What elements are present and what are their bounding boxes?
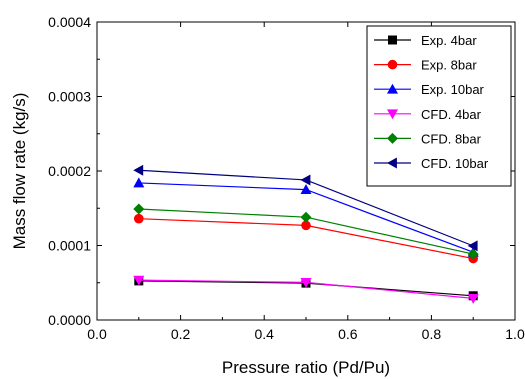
legend-label: CFD. 4bar: [421, 107, 482, 122]
data-point: [467, 293, 479, 304]
data-point: [133, 164, 144, 176]
series-group: [133, 164, 479, 304]
y-axis-title: Mass flow rate (kg/s): [10, 93, 29, 250]
x-tick-label: 0.4: [254, 326, 274, 342]
legend-item: Exp. 4bar: [374, 33, 477, 48]
legend-box: [366, 25, 512, 187]
y-tick-label: 0.0003: [48, 89, 91, 105]
legend-item: Exp. 10bar: [374, 82, 485, 97]
data-point: [300, 277, 312, 288]
series-3: [133, 275, 479, 304]
legend-marker: [387, 157, 397, 169]
data-point: [133, 177, 145, 188]
y-tick-label: 0.0004: [48, 14, 91, 30]
series-4: [133, 203, 479, 260]
data-point: [300, 184, 312, 195]
y-tick-label: 0.0001: [48, 238, 91, 254]
series-5: [133, 164, 478, 252]
legend-marker: [387, 59, 398, 70]
legend-label: Exp. 4bar: [421, 33, 477, 48]
legend: Exp. 4bar Exp. 8bar Exp. 10bar CFD. 4bar CFD…: [366, 25, 512, 187]
data-point: [134, 213, 144, 224]
legend-label: CFD. 10bar: [421, 156, 489, 171]
legend-label: CFD. 8bar: [421, 131, 482, 146]
x-tick-label: 0.2: [171, 326, 191, 342]
y-tick-label: 0.0002: [48, 163, 91, 179]
legend-label: Exp. 8bar: [421, 58, 477, 73]
legend-item: CFD. 4bar: [374, 107, 482, 122]
data-point: [301, 220, 311, 231]
axes: 0.0 0.2 0.4 0.6 0.8 1.0 0.0000 0.0001 0.0002 0.00…: [48, 14, 525, 342]
x-tick-label: 0.8: [422, 326, 442, 342]
data-point: [300, 174, 311, 186]
y-tick-label: 0.0000: [48, 312, 91, 328]
data-point: [467, 248, 479, 260]
legend-label: Exp. 10bar: [421, 82, 485, 97]
data-point: [133, 275, 145, 286]
legend-item: Exp. 8bar: [374, 58, 477, 73]
data-point: [300, 211, 312, 223]
legend-marker: [387, 109, 398, 120]
legend-marker: [387, 83, 398, 94]
x-tick-label: 1.0: [505, 326, 525, 342]
x-axis-title: Pressure ratio (Pd/Pu): [222, 358, 390, 377]
x-tick-label: 0.6: [338, 326, 358, 342]
legend-marker: [387, 132, 398, 144]
legend-item: CFD. 8bar: [374, 131, 482, 146]
legend-marker: [388, 35, 397, 45]
data-point: [133, 203, 145, 215]
data-point: [467, 240, 478, 252]
x-tick-label: 0.0: [87, 326, 107, 342]
legend-item: CFD. 10bar: [374, 156, 489, 171]
